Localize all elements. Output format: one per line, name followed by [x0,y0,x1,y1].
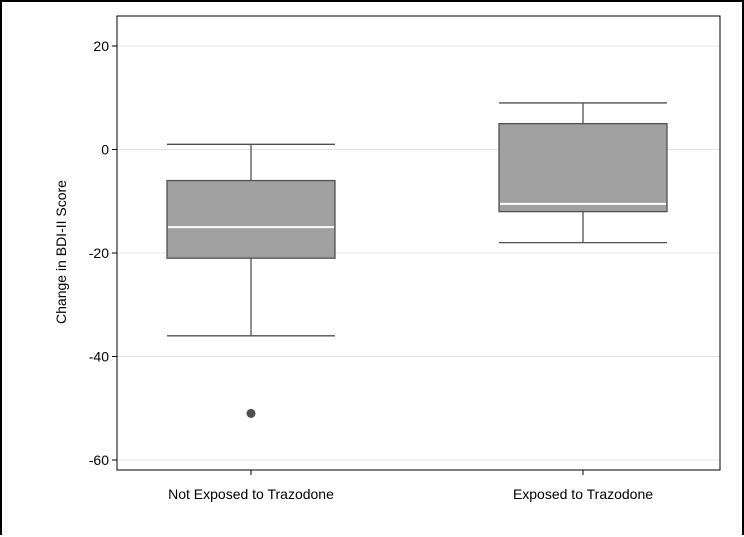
box-body [166,179,336,259]
y-tick-label: -20 [89,245,109,261]
outlier-point [246,408,256,418]
x-tick-label: Not Exposed to Trazodone [168,486,334,502]
x-axis: Not Exposed to Trazodone Exposed to Trazo… [168,470,653,502]
y-axis-label: Change in BDI-II Score [53,180,69,324]
box-body [498,122,668,213]
x-tick-label: Exposed to Trazodone [513,486,653,502]
plot-area [116,15,721,471]
box-group [498,102,668,244]
y-tick-label: -60 [89,452,109,468]
box-group [166,143,336,418]
y-tick-label: 20 [93,38,109,54]
y-tick-label: -40 [89,349,109,365]
y-tick-label: 0 [101,142,109,158]
y-axis: 20 0 -20 -40 -60 [89,38,117,468]
boxes [166,102,668,418]
